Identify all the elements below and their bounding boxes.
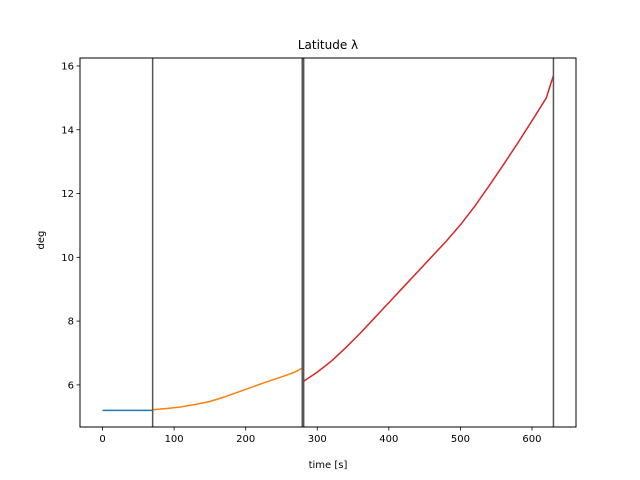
y-axis-ticks: 6 8 10 12 14 16 bbox=[61, 61, 80, 391]
x-tick-label: 600 bbox=[522, 434, 541, 445]
plot-frame bbox=[79, 57, 577, 428]
chart-title: Latitude λ bbox=[298, 38, 358, 52]
y-tick-label: 10 bbox=[61, 253, 74, 264]
x-tick-label: 300 bbox=[308, 434, 327, 445]
series-line-3 bbox=[302, 75, 555, 383]
y-tick-label: 16 bbox=[61, 61, 74, 72]
x-axis-ticks: 0 100 200 300 400 500 600 bbox=[99, 427, 542, 445]
x-tick-label: 100 bbox=[165, 434, 184, 445]
y-tick-label: 14 bbox=[61, 125, 74, 136]
x-tick-label: 0 bbox=[99, 434, 105, 445]
y-tick-label: 6 bbox=[68, 380, 74, 391]
y-axis-label: deg bbox=[36, 231, 47, 250]
x-tick-label: 400 bbox=[379, 434, 398, 445]
x-tick-label: 500 bbox=[451, 434, 470, 445]
plot-area bbox=[102, 58, 555, 427]
series-line-2 bbox=[152, 367, 304, 411]
x-axis-label: time [s] bbox=[309, 460, 348, 471]
x-tick-label: 200 bbox=[236, 434, 255, 445]
y-tick-label: 8 bbox=[68, 317, 74, 328]
y-tick-label: 12 bbox=[61, 189, 74, 200]
